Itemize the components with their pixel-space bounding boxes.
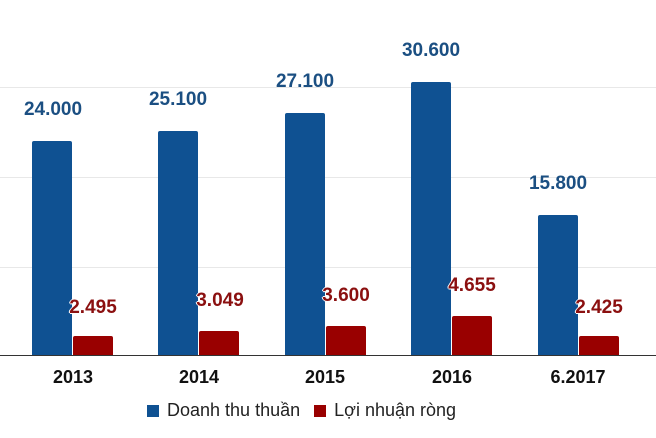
chart-legend: Doanh thu thuần Lợi nhuận ròng bbox=[147, 400, 470, 421]
bar-loi-nhuan-2016 bbox=[452, 316, 492, 355]
value-label-doanh-thu-2015: 27.100 bbox=[275, 71, 335, 92]
value-label-loi-nhuan-6-2017: 2.425 bbox=[575, 297, 623, 318]
bar-doanh-thu-2015 bbox=[285, 113, 325, 355]
bar-loi-nhuan-6-2017 bbox=[579, 336, 619, 355]
bar-doanh-thu-2014 bbox=[158, 131, 198, 355]
x-tick-label: 2013 bbox=[52, 367, 94, 387]
value-label-loi-nhuan-2016: 4.655 bbox=[448, 275, 496, 296]
x-tick-label: 2016 bbox=[431, 367, 473, 387]
x-tick-label: 2014 bbox=[178, 367, 220, 387]
bar-doanh-thu-2013 bbox=[32, 141, 72, 355]
value-label-doanh-thu-2016: 30.600 bbox=[401, 40, 461, 61]
legend-item-loi-nhuan[interactable]: Lợi nhuận ròng bbox=[314, 400, 456, 421]
bar-loi-nhuan-2015 bbox=[326, 326, 366, 355]
legend-swatch-blue-icon bbox=[147, 404, 159, 417]
legend-item-doanh-thu[interactable]: Doanh thu thuần bbox=[147, 400, 300, 421]
gridline bbox=[0, 87, 656, 88]
gridline bbox=[0, 177, 656, 178]
value-label-doanh-thu-2013: 24.000 bbox=[23, 99, 83, 120]
value-label-loi-nhuan-2013: 2.495 bbox=[69, 297, 117, 318]
value-label-doanh-thu-6-2017: 15.800 bbox=[528, 173, 588, 194]
gridline bbox=[0, 267, 656, 268]
bar-loi-nhuan-2014 bbox=[199, 331, 239, 355]
x-tick-label: 2015 bbox=[304, 367, 346, 387]
bar-doanh-thu-2016 bbox=[411, 82, 451, 355]
legend-label: Doanh thu thuần bbox=[167, 400, 301, 420]
legend-swatch-red-icon bbox=[314, 404, 327, 417]
x-tick-label: 6.2017 bbox=[550, 367, 606, 387]
legend-label: Lợi nhuận ròng bbox=[334, 400, 457, 420]
bar-loi-nhuan-2013 bbox=[73, 336, 113, 355]
value-label-loi-nhuan-2015: 3.600 bbox=[322, 285, 370, 306]
bar-doanh-thu-6-2017 bbox=[538, 215, 578, 355]
value-label-loi-nhuan-2014: 3.049 bbox=[196, 290, 244, 311]
value-label-doanh-thu-2014: 25.100 bbox=[148, 89, 208, 110]
x-axis-line bbox=[0, 355, 656, 356]
